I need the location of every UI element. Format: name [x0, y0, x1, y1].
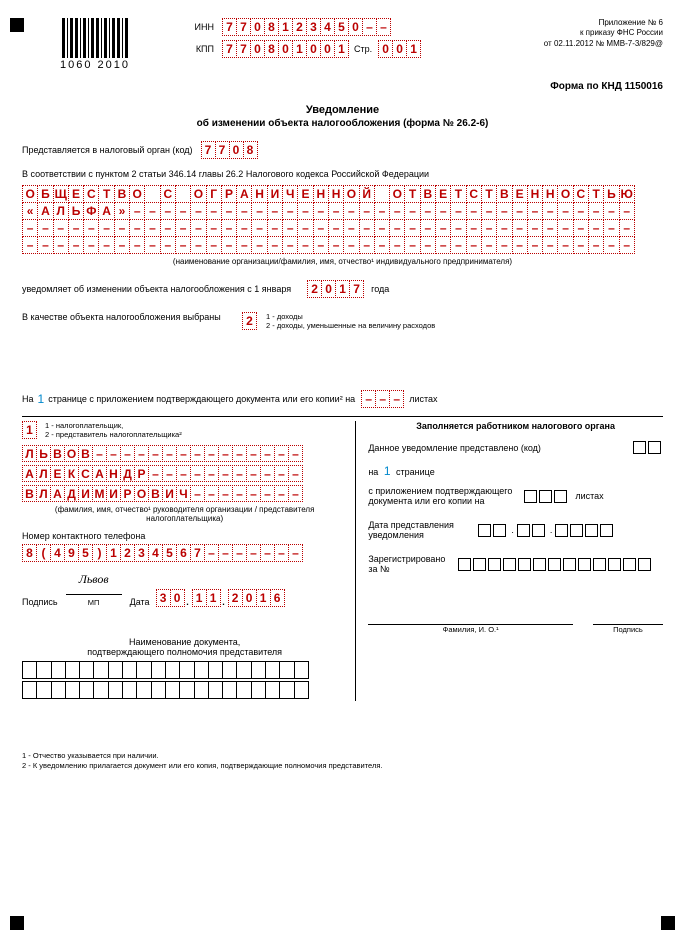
signature: Львов [79, 572, 109, 586]
right-attach-label: с приложением подтверждающего документа … [368, 486, 518, 506]
name-caption: (фамилия, имя, отчество¹ руководителя ор… [22, 505, 347, 523]
tax-org-line: Представляется в налоговый орган (код) 7… [22, 141, 663, 159]
inn-label: ИНН [180, 22, 214, 32]
kpp-label: КПП [180, 44, 214, 54]
two-column-section: 1 1 - налогоплательщик, 2 - представител… [22, 421, 663, 701]
year-cells: 2017 [307, 280, 363, 298]
object-value: 2 [242, 312, 257, 330]
codes-block: ИНН 7708123450–– КПП 770801001 Стр. 001 [180, 18, 420, 62]
page-label: Стр. [354, 44, 372, 54]
form-code: Форма по КНД 1150016 [22, 81, 663, 92]
appendix-line: Приложение № 6 [544, 18, 663, 28]
date-cells: 30.11.2016 [156, 589, 284, 607]
form-page: 1060 2010 ИНН 7708123450–– КПП 770801001… [0, 0, 685, 948]
appendix-line: к приказу ФНС России [544, 28, 663, 38]
right-date-label: Дата представления уведомления [368, 520, 478, 540]
date-label: Дата [130, 597, 150, 607]
footnote-2: 2 - К уведомлению прилагается документ и… [22, 761, 663, 771]
fio-label: Фамилия, И. О.¹ [368, 625, 573, 634]
subtitle: об изменении объекта налогообложения (фо… [22, 118, 663, 129]
change-prefix: уведомляет об изменении объекта налогооб… [22, 284, 291, 294]
phone-cells: 8(495)1234567––––––– [22, 544, 347, 562]
org-name-grid: ОБЩЕСТВОСОГРАНИЧЕННОЙОТВЕТСТВЕННОСТЬЮ«АЛ… [22, 185, 663, 254]
object-options: 1 - доходы 2 - доходы, уменьшенные на ве… [266, 312, 435, 330]
name-grid: ЛЬВОВ–––––––––––––––АЛЕКСАНДР–––––––––––… [22, 445, 347, 502]
person-options: 1 - налогоплательщик, 2 - представитель … [45, 421, 182, 439]
right-pages: на 1 странице [368, 464, 663, 478]
object-choice-line: В качестве объекта налогообложения выбра… [22, 312, 663, 330]
right-title: Заполняется работником налогового органа [368, 421, 663, 431]
title: Уведомление [22, 104, 663, 116]
corner-marker [661, 916, 675, 930]
appendix-info: Приложение № 6 к приказу ФНС России от 0… [544, 18, 663, 49]
tax-org-cells: 7708 [201, 141, 257, 159]
kpp-cells: 770801001 [222, 40, 348, 58]
left-column: 1 1 - налогоплательщик, 2 - представител… [22, 421, 355, 701]
tax-org-label: Представляется в налоговый орган (код) [22, 145, 193, 155]
pages-p2: странице с приложением подтверждающего д… [48, 394, 355, 404]
right-column: Заполняется работником налогового органа… [355, 421, 663, 701]
corner-marker [10, 916, 24, 930]
pages-line: На 1 странице с приложением подтверждающ… [22, 390, 663, 408]
opt2: 2 - доходы, уменьшенные на величину расх… [266, 321, 435, 330]
person-type-cell: 1 [22, 421, 37, 439]
reg-label: Зарегистрировано за № [368, 554, 458, 574]
pages-p1: На [22, 394, 34, 404]
basis-text: В соответствии с пунктом 2 статьи 346.14… [22, 169, 663, 179]
mp-label: МП [88, 598, 100, 607]
barcode-number: 1060 2010 [40, 59, 150, 71]
org-caption: (наименование организации/фамилия, имя, … [22, 257, 663, 266]
attach-cells: ––– [361, 390, 403, 408]
right-l1: Данное уведомление представлено (код) [368, 443, 541, 453]
doc-caption: Наименование документа, подтверждающего … [22, 637, 347, 657]
page-cells: 001 [378, 40, 420, 58]
object-label: В качестве объекта налогообложения выбра… [22, 312, 232, 322]
footnote-1: 1 - Отчество указывается при наличии. [22, 751, 663, 761]
footnotes: 1 - Отчество указывается при наличии. 2 … [22, 751, 663, 771]
sign-label: Подпись [22, 597, 58, 607]
phone-label: Номер контактного телефона [22, 531, 347, 541]
appendix-line: от 02.11.2012 № ММВ-7-3/829@ [544, 39, 663, 49]
change-suffix: года [371, 284, 389, 294]
right-sign-label: Подпись [593, 625, 663, 634]
pages-p3: листах [409, 394, 437, 404]
corner-marker [10, 18, 24, 32]
barcode: 1060 2010 [40, 18, 150, 71]
doc-name-grid [22, 661, 347, 699]
inn-cells: 7708123450–– [222, 18, 390, 36]
opt1: 1 - доходы [266, 312, 435, 321]
change-notice-line: уведомляет об изменении объекта налогооб… [22, 280, 663, 298]
header-row: 1060 2010 ИНН 7708123450–– КПП 770801001… [22, 18, 663, 71]
pages-count: 1 [38, 392, 45, 406]
